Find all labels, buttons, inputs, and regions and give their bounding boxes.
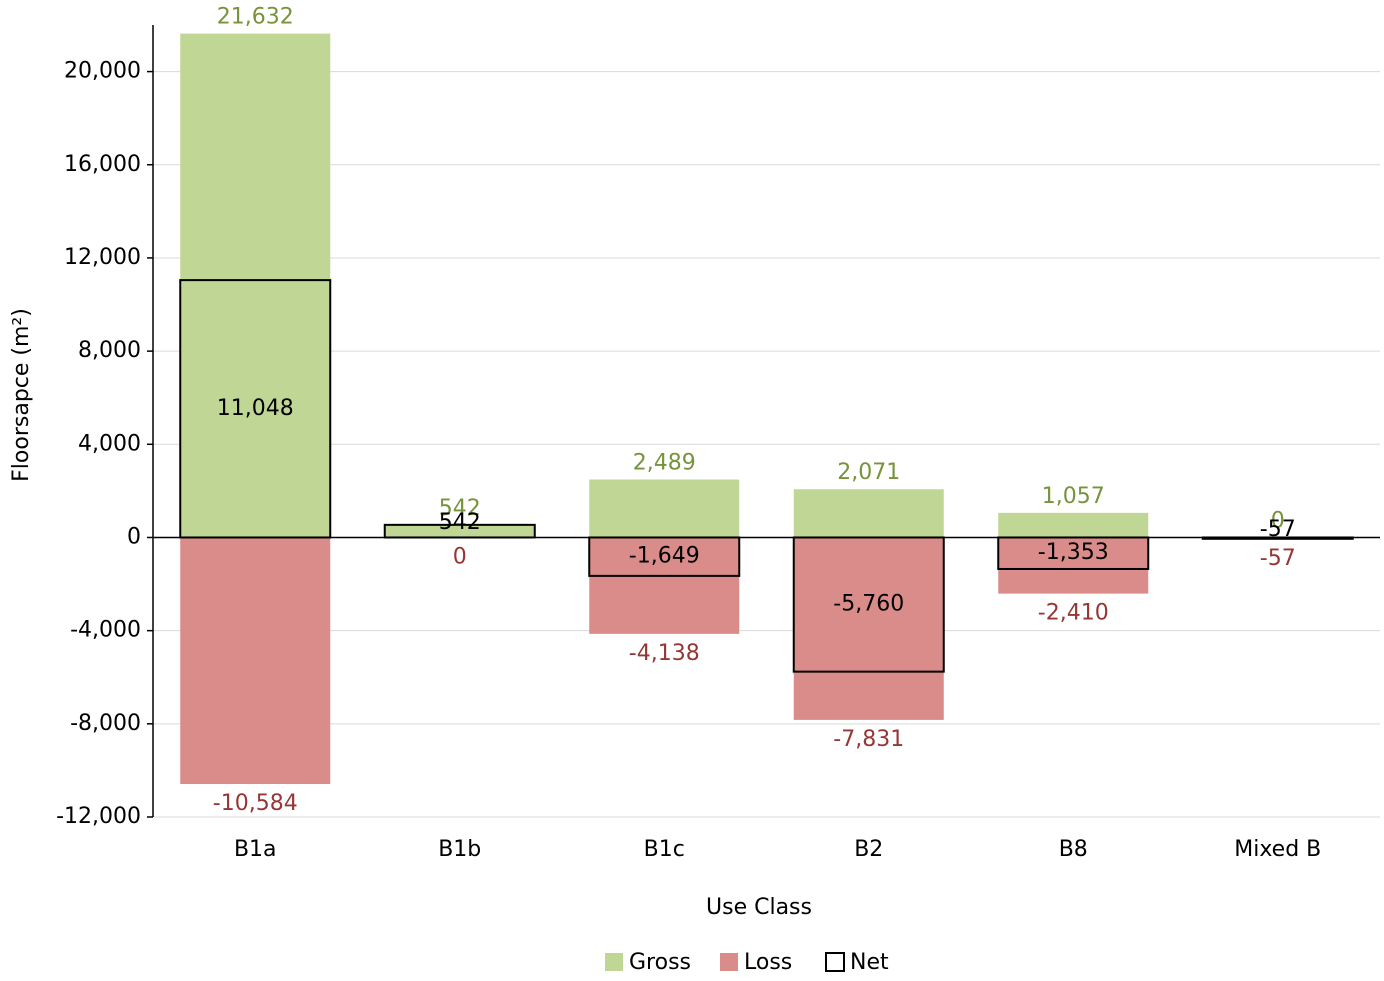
y-tick-label: 0 (127, 524, 141, 549)
y-axis-label: Floorsapce (m²) (9, 308, 34, 482)
data-label: -5,760 (833, 592, 904, 617)
y-tick-label: -8,000 (70, 711, 141, 736)
bar (384, 524, 535, 538)
bar (180, 537, 331, 785)
data-label: 2,489 (633, 450, 696, 475)
data-label: 542 (439, 510, 481, 535)
legend-label: Net (850, 950, 889, 975)
data-label: 21,632 (217, 5, 294, 30)
y-tick-label: -12,000 (56, 804, 141, 829)
bar (793, 537, 944, 720)
x-tick-label: B2 (854, 837, 883, 862)
y-tick-label: 4,000 (78, 431, 141, 456)
data-label: -57 (1260, 546, 1296, 571)
data-label: 542 (439, 496, 481, 521)
data-label: -2,410 (1038, 601, 1109, 626)
y-tick-label: 20,000 (64, 59, 141, 84)
x-tick-label: B1b (438, 837, 481, 862)
x-tick-label: Mixed B (1234, 837, 1321, 862)
data-label: 2,071 (837, 460, 900, 485)
bar (998, 512, 1149, 538)
legend-swatch (720, 953, 738, 971)
x-tick-label: B1c (644, 837, 685, 862)
data-label: 1,057 (1042, 484, 1105, 509)
x-tick-label: B8 (1059, 837, 1088, 862)
y-tick-label: 8,000 (78, 338, 141, 363)
data-label: -4,138 (629, 641, 700, 666)
legend-label: Loss (744, 950, 792, 975)
data-label: 0 (453, 544, 467, 569)
x-axis-label: Use Class (706, 895, 812, 920)
y-tick-label: 16,000 (64, 152, 141, 177)
bar (998, 537, 1149, 594)
bar (180, 33, 331, 538)
legend-swatch (605, 953, 623, 971)
x-tick-label: B1a (234, 837, 277, 862)
data-label: -1,649 (629, 544, 700, 569)
y-tick-label: 12,000 (64, 245, 141, 270)
data-label: 0 (1271, 508, 1285, 533)
legend-label: Gross (629, 950, 691, 975)
data-label: 11,048 (217, 396, 294, 421)
data-label: -57 (1260, 517, 1296, 542)
data-label: -1,353 (1038, 540, 1109, 565)
legend-swatch (825, 952, 845, 972)
bar (793, 489, 944, 538)
bar (589, 537, 740, 634)
data-label: -10,584 (213, 791, 298, 816)
bar (589, 479, 740, 538)
y-tick-label: -4,000 (70, 618, 141, 643)
data-label: -7,831 (833, 727, 904, 752)
